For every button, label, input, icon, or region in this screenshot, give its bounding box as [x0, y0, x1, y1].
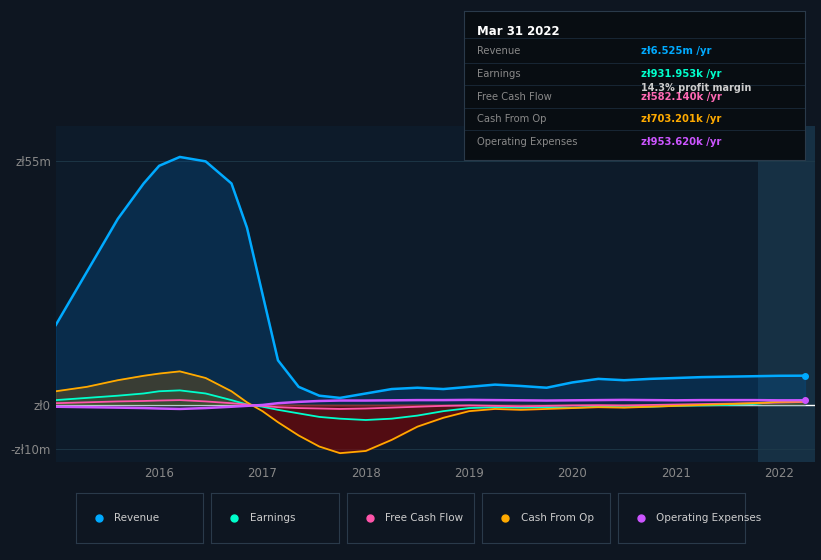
Text: Cash From Op: Cash From Op: [521, 513, 594, 523]
Text: Earnings: Earnings: [478, 69, 521, 80]
Text: Free Cash Flow: Free Cash Flow: [478, 91, 553, 101]
Text: 14.3% profit margin: 14.3% profit margin: [641, 83, 751, 92]
Text: Earnings: Earnings: [250, 513, 295, 523]
Text: zł6.525m /yr: zł6.525m /yr: [641, 45, 712, 55]
Text: Operating Expenses: Operating Expenses: [478, 137, 578, 147]
Text: Revenue: Revenue: [478, 45, 521, 55]
Text: Free Cash Flow: Free Cash Flow: [385, 513, 463, 523]
Text: zł953.620k /yr: zł953.620k /yr: [641, 137, 722, 147]
Text: Mar 31 2022: Mar 31 2022: [478, 25, 560, 38]
Text: zł582.140k /yr: zł582.140k /yr: [641, 91, 722, 101]
Text: zł703.201k /yr: zł703.201k /yr: [641, 114, 722, 124]
Text: Revenue: Revenue: [114, 513, 159, 523]
Text: Cash From Op: Cash From Op: [478, 114, 547, 124]
Text: Operating Expenses: Operating Expenses: [656, 513, 761, 523]
Bar: [759, 126, 815, 462]
Text: zł931.953k /yr: zł931.953k /yr: [641, 69, 722, 80]
